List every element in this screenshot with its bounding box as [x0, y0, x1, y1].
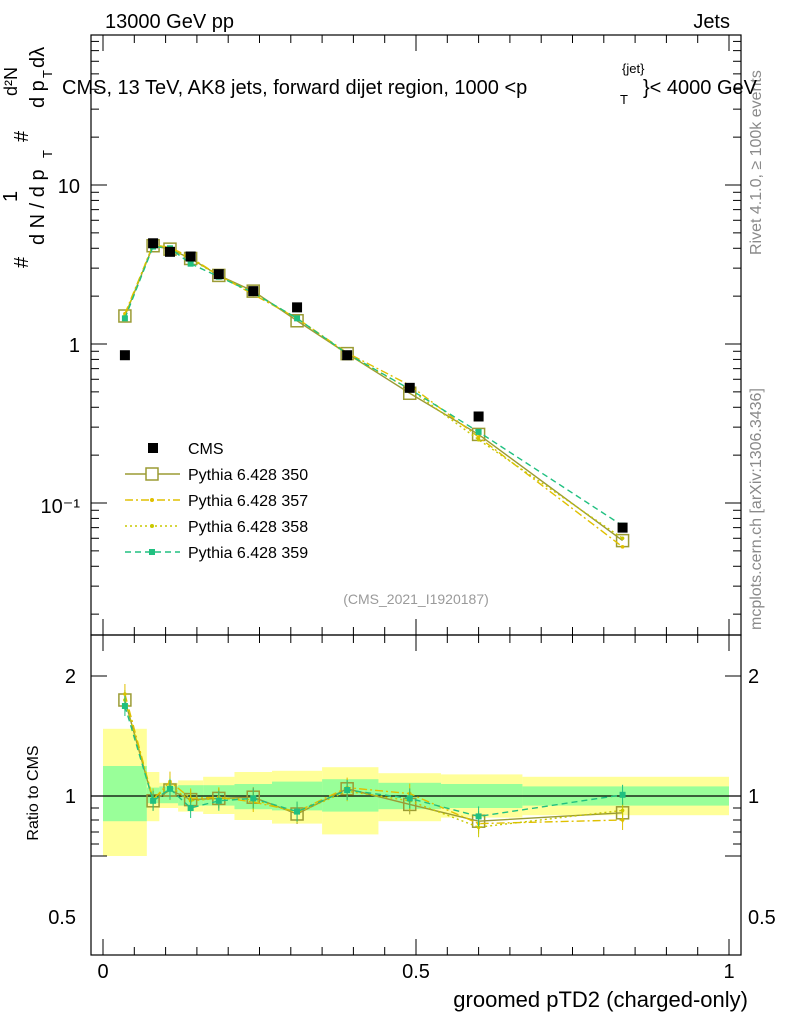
legend-marker-3 — [150, 524, 154, 528]
cms-data-point — [148, 238, 159, 249]
xtick-0.5: 0.5 — [402, 961, 430, 983]
series-point-350 — [290, 314, 304, 328]
legend-label-1: Pythia 6.428 350 — [188, 467, 308, 484]
main-title: CMS, 13 TeV, AK8 jets, forward dijet reg… — [62, 61, 758, 107]
cms-data-point — [617, 522, 628, 533]
analysis-watermark: (CMS_2021_I1920187) — [343, 591, 489, 607]
ylabel-T1: T — [40, 150, 55, 158]
ratio-frame — [90, 634, 742, 956]
cms-data-point — [248, 286, 259, 297]
header-right: Jets — [693, 11, 730, 33]
series-point-359 — [294, 315, 301, 322]
cms-data-point — [292, 302, 303, 313]
ratio-ylabel: Ratio to CMS — [25, 745, 42, 840]
legend-marker-2 — [150, 498, 154, 502]
series-line-3 — [124, 243, 623, 539]
cms-data-point — [473, 411, 484, 422]
x-axis-label: groomed pTD2 (charged-only) — [453, 987, 748, 1012]
series-point-359 — [475, 428, 482, 435]
mcplots-label: mcplots.cern.ch [arXiv:1306.3436] — [748, 388, 765, 630]
ylabel-hash1: # — [11, 256, 33, 268]
ylabel-lambda: dλ — [27, 47, 49, 68]
ratio-ytick-1-left: 1 — [65, 786, 76, 808]
ylabel-d2N: d²N — [1, 67, 21, 96]
xtick-0: 0 — [97, 961, 108, 983]
series-point-359 — [187, 260, 194, 267]
title-sub: T — [620, 92, 628, 107]
legend-label-3: Pythia 6.428 358 — [188, 519, 308, 536]
series-point-358 — [476, 437, 481, 442]
legend-label-4: Pythia 6.428 359 — [188, 545, 308, 562]
title-end: }< 4000 GeV — [643, 77, 758, 99]
series-point-359 — [121, 315, 128, 322]
legend: CMS Pythia 6.428 350 Pythia 6.428 357 Pythi… — [125, 441, 308, 562]
cms-data-point — [213, 269, 224, 280]
cms-data-point — [404, 382, 415, 393]
series-point-357 — [476, 435, 481, 439]
ratio-ytick-0.5-left: 0.5 — [48, 907, 76, 929]
legend-marker-cms — [148, 443, 158, 453]
ratio-series-group — [118, 684, 630, 838]
ratio-ytick-2-left: 2 — [65, 666, 76, 688]
series-point-357 — [620, 545, 625, 549]
legend-marker-359 — [149, 549, 155, 555]
cms-data-point — [119, 350, 130, 361]
ratio-band-green — [103, 766, 147, 822]
ylabel-dp: d p — [27, 80, 49, 108]
legend-marker-350 — [145, 467, 159, 481]
main-ytick-0.1: 10⁻¹ — [41, 496, 81, 518]
rivet-label: Rivet 4.1.0, ≥ 100k events — [748, 70, 765, 255]
ylabel-T2: T — [40, 70, 55, 78]
main-series-group — [118, 238, 630, 549]
header-left: 13000 GeV pp — [105, 11, 234, 33]
title-sup: {jet} — [622, 61, 645, 76]
ratio-ytick-1-right: 1 — [748, 786, 759, 808]
cms-data-point — [164, 246, 175, 257]
main-ylabel: # 1 d N / d p T # d²N d p T dλ — [0, 47, 55, 268]
ratio-ytick-0.5-right: 0.5 — [748, 907, 776, 929]
series-point-358 — [620, 536, 625, 541]
ratio-ytick-2-right: 2 — [748, 666, 759, 688]
title-text: CMS, 13 TeV, AK8 jets, forward dijet reg… — [62, 77, 527, 99]
main-ytick-1: 1 — [69, 335, 80, 357]
ylabel-one: 1 — [0, 191, 22, 202]
xtick-1: 1 — [723, 961, 734, 983]
main-ytick-10: 10 — [58, 176, 80, 198]
series-point-350 — [118, 309, 132, 323]
legend-label-0: CMS — [188, 441, 224, 458]
ylabel-dN: d N / d p — [27, 169, 49, 245]
ylabel-hash2: # — [11, 130, 33, 142]
ratio-uncertainty-bands — [103, 728, 729, 856]
legend-label-2: Pythia 6.428 357 — [188, 493, 308, 510]
cms-data-point — [342, 350, 353, 361]
cms-data-point — [185, 251, 196, 262]
ratio-line-2 — [124, 693, 623, 825]
